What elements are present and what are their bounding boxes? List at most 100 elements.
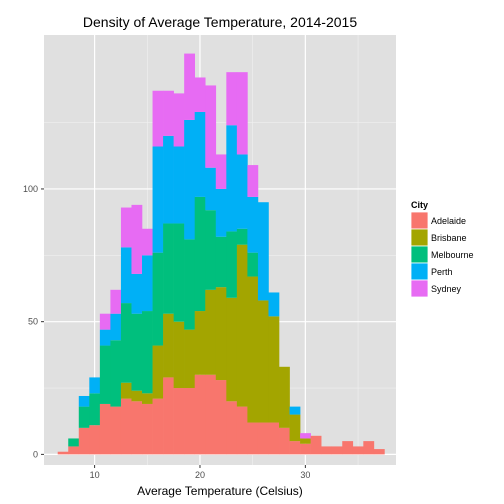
bar-perth-23 [226,125,237,231]
bar-adelaide-31 [311,436,322,455]
bar-sydney-15 [142,229,153,256]
bar-melbourne-24 [237,229,248,245]
bar-perth-15 [142,255,153,311]
legend-key-melbourne [411,246,428,263]
bar-adelaide-28 [279,428,290,455]
bar-adelaide-27 [268,423,279,455]
bar-sydney-22 [216,154,227,189]
bar-melbourne-12 [110,340,121,406]
y-axis: 0 50 100 [23,184,44,459]
bar-sydney-24 [237,72,248,154]
bar-perth-10 [89,377,100,393]
bar-sydney-25 [247,165,258,197]
bar-sydney-14 [131,205,142,274]
bar-melbourne-17 [163,223,174,313]
bar-perth-9 [79,396,90,407]
y-tick-label: 0 [33,449,38,459]
bar-melbourne-18 [174,223,185,321]
bar-adelaide-14 [131,401,142,454]
bar-adelaide-16 [153,399,164,455]
bar-melbourne-11 [100,346,111,404]
bar-sydney-16 [153,91,164,147]
bar-adelaide-15 [142,404,153,454]
bar-brisbane-26 [258,300,269,422]
bar-sydney-30 [300,433,311,438]
bar-adelaide-33 [332,446,343,454]
bar-adelaide-17 [163,377,174,454]
bar-adelaide-34 [342,441,353,454]
y-tick-label: 50 [28,317,38,327]
bar-melbourne-15 [142,311,153,393]
x-tick-label: 30 [300,470,310,480]
bar-adelaide-37 [374,449,385,454]
bar-melbourne-9 [79,407,90,428]
bar-melbourne-23 [226,231,237,297]
x-axis: 10 20 30 [90,465,311,480]
bar-brisbane-17 [163,314,174,378]
bar-brisbane-14 [131,391,142,402]
bar-sydney-18 [174,93,185,146]
bar-adelaide-18 [174,388,185,454]
bar-perth-25 [247,197,258,253]
x-tick-label: 20 [195,470,205,480]
bar-adelaide-29 [290,441,301,454]
bar-sydney-20 [195,77,206,112]
bar-sydney-21 [205,85,216,167]
bar-brisbane-24 [237,245,248,407]
bar-melbourne-16 [153,253,164,346]
bar-perth-20 [195,112,206,197]
bar-melbourne-10 [89,393,100,425]
bar-melbourne-21 [205,210,216,290]
bar-perth-11 [100,330,111,346]
bar-perth-27 [268,292,279,316]
bar-adelaide-21 [205,375,216,455]
bar-perth-16 [153,146,164,252]
legend-key-adelaide [411,212,428,229]
bar-adelaide-30 [300,444,311,455]
bar-adelaide-23 [226,401,237,454]
bar-adelaide-36 [363,441,374,454]
bar-adelaide-24 [237,407,248,455]
bar-adelaide-7 [58,452,69,455]
bar-melbourne-25 [247,253,258,277]
bar-sydney-11 [100,314,111,330]
bar-brisbane-15 [142,393,153,404]
bar-brisbane-25 [247,277,258,423]
legend-label-adelaide: Adelaide [431,216,466,226]
bar-adelaide-20 [195,375,206,455]
legend-label-brisbane: Brisbane [431,233,467,243]
bar-adelaide-10 [89,425,100,454]
bar-melbourne-13 [121,303,132,383]
bar-adelaide-13 [121,399,132,455]
bar-perth-19 [184,120,195,239]
bar-adelaide-12 [110,407,121,455]
bar-adelaide-19 [184,388,195,454]
bar-adelaide-11 [100,404,111,454]
bar-sydney-12 [110,290,121,314]
bar-perth-12 [110,314,121,341]
bar-perth-29 [290,407,301,415]
legend-key-brisbane [411,229,428,246]
legend-label-perth: Perth [431,267,453,277]
bar-brisbane-16 [153,346,164,399]
bar-brisbane-21 [205,290,216,375]
bar-perth-13 [121,247,132,303]
bar-sydney-13 [121,208,132,248]
legend-label-sydney: Sydney [431,284,462,294]
bar-melbourne-19 [184,239,195,329]
bar-perth-21 [205,168,216,210]
bar-brisbane-19 [184,330,195,388]
bar-brisbane-23 [226,298,237,402]
bar-melbourne-22 [216,237,227,287]
bar-perth-17 [163,136,174,224]
bar-brisbane-29 [290,415,301,442]
bar-adelaide-9 [79,428,90,455]
bar-perth-26 [258,202,269,300]
bar-adelaide-35 [353,446,364,454]
bar-brisbane-28 [279,367,290,428]
y-tick-label: 100 [23,184,38,194]
chart-title: Density of Average Temperature, 2014-201… [83,14,357,30]
bar-brisbane-30 [300,438,311,443]
legend-title: City [411,200,428,210]
